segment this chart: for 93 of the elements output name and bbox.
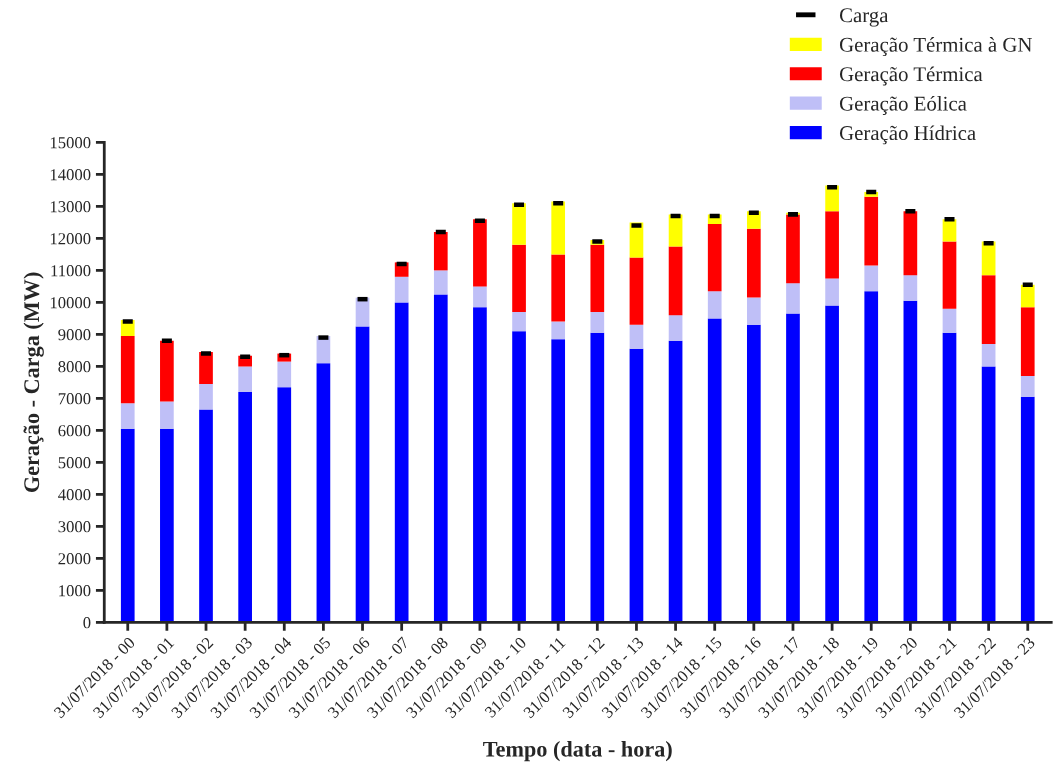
bar: [551, 321, 566, 340]
bar: [707, 223, 722, 292]
y-tick-label: 15000: [50, 137, 91, 149]
bar: [512, 244, 526, 312]
y-tick-label: 4000: [58, 489, 91, 501]
bar: [590, 244, 605, 312]
bar: [668, 340, 683, 623]
y-tick-label: 2000: [58, 553, 91, 565]
bar: [786, 283, 800, 314]
bar: [473, 307, 487, 623]
bar: [825, 278, 839, 306]
y-tick-label: 10000: [50, 297, 91, 309]
bar: [629, 324, 644, 349]
bar: [394, 302, 409, 623]
bar: [551, 254, 566, 322]
bar: [668, 246, 683, 316]
bar: [746, 228, 761, 298]
bar: [512, 311, 526, 332]
bar: [746, 324, 761, 623]
legend-label: Geração Térmica: [839, 66, 983, 86]
y-tick-label: 5000: [58, 457, 91, 469]
bar: [277, 361, 292, 388]
bar: [512, 203, 526, 245]
y-tick-label: 9000: [58, 329, 91, 341]
bar: [160, 340, 174, 402]
bar: [864, 265, 879, 292]
bar: [120, 335, 135, 404]
bar: [238, 366, 252, 392]
bar: [1020, 284, 1035, 308]
bar: [942, 332, 957, 623]
bar: [903, 300, 918, 623]
bar: [199, 383, 213, 410]
bar: [1020, 307, 1035, 376]
bar: [473, 219, 487, 287]
bar: [1020, 375, 1035, 397]
bar: [1020, 396, 1035, 623]
y-axis-title: Geração - Carga (MW): [23, 272, 44, 493]
bar: [864, 196, 879, 266]
bar: [825, 185, 839, 212]
legend-label: Geração Hídrica: [839, 125, 976, 145]
y-tick-label: 1000: [59, 585, 91, 597]
bar: [786, 214, 800, 284]
bar: [629, 348, 644, 623]
bar: [825, 211, 839, 279]
bar: [903, 211, 918, 276]
bar: [981, 343, 996, 367]
bar: [864, 291, 879, 623]
y-tick-label: 0: [83, 617, 91, 629]
bar: [355, 326, 370, 623]
bar: [746, 297, 761, 325]
y-tick-label: 12000: [50, 233, 91, 245]
bar: [316, 363, 331, 623]
bar: [199, 351, 213, 384]
legend-label: Geração Eólica: [839, 95, 967, 115]
bar: [512, 331, 526, 623]
bar: [394, 276, 409, 303]
bar: [825, 305, 839, 623]
y-tick-label: 13000: [50, 201, 91, 213]
x-axis-title: Tempo (data - hora): [483, 741, 672, 762]
bar: [551, 201, 566, 255]
bar: [590, 311, 605, 333]
bar: [473, 286, 487, 308]
bar: [942, 308, 957, 333]
bar: [551, 339, 566, 623]
bar: [942, 241, 957, 309]
legend-label: Carga: [839, 8, 889, 27]
bar: [277, 387, 292, 623]
bar: [981, 275, 996, 344]
y-tick-label: 11000: [51, 265, 91, 277]
bar: [160, 428, 174, 623]
bar: [707, 318, 722, 623]
y-tick-label: 14000: [50, 169, 91, 181]
bar: [629, 257, 644, 325]
bar: [433, 231, 448, 271]
bar: [668, 315, 683, 341]
bar: [433, 270, 448, 295]
bar: [199, 409, 213, 623]
bar: [786, 313, 800, 623]
y-tick-label: 6000: [58, 425, 91, 437]
bar: [942, 219, 957, 242]
bar: [120, 428, 135, 623]
bar: [433, 294, 448, 623]
y-tick-label: 8000: [58, 361, 91, 373]
bar: [981, 366, 996, 623]
bar: [120, 403, 135, 429]
bar: [160, 401, 174, 429]
bar: [903, 275, 918, 301]
bar: [590, 332, 605, 623]
y-tick-label: 3000: [58, 521, 91, 533]
legend-label: Geração Térmica à GN: [839, 37, 1032, 57]
bar: [238, 391, 252, 623]
bar: [707, 291, 722, 319]
y-tick-label: 7000: [58, 393, 91, 405]
